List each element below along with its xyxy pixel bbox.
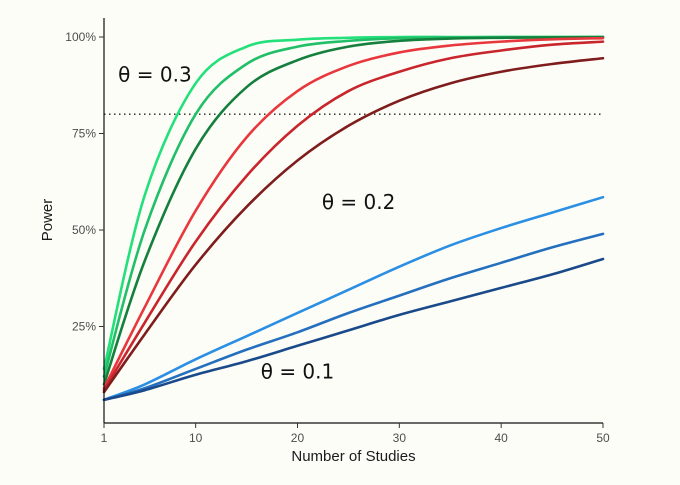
y-tick-label: 50% [72,223,96,237]
series-line-9 [102,257,605,402]
y-axis-title: Power [39,199,56,242]
series-line-8 [102,232,605,402]
y-tick-label: 100% [65,30,96,44]
x-tick-label: 1 [101,431,108,445]
annotation-label: θ = 0.2 [322,190,396,214]
x-axis-title: Number of Studies [291,448,415,465]
x-tick-label: 50 [596,431,610,445]
y-tick-label: 25% [72,320,96,334]
y-tick-label: 75% [72,127,96,141]
x-tick-label: 30 [393,431,407,445]
series-line-6 [102,56,605,394]
series-line-7 [102,195,605,402]
x-tick-label: 40 [494,431,508,445]
x-tick-label: 10 [189,431,203,445]
annotation-label: θ = 0.3 [118,62,192,86]
x-tick-label: 20 [291,431,305,445]
series-line-3 [102,35,605,386]
annotation-label: θ = 0.1 [261,360,335,384]
series-line-5 [102,40,605,392]
series-line-4 [102,36,605,390]
